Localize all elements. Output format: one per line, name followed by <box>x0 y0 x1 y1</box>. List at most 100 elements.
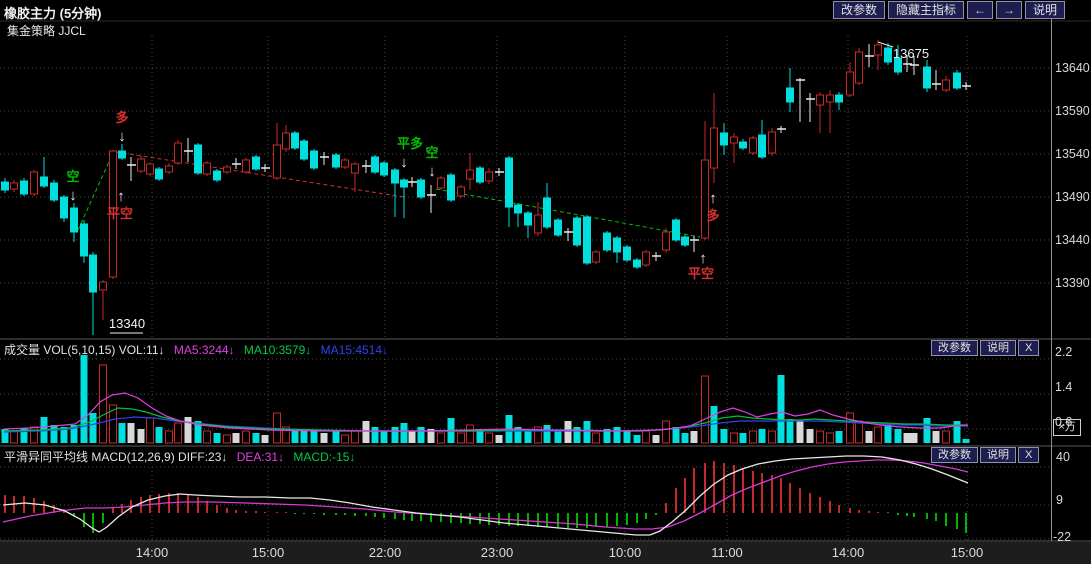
volume-bar-down <box>417 427 425 443</box>
change-params-button[interactable]: 改参数 <box>833 1 886 19</box>
macd-help-button[interactable]: 说明 <box>980 447 1016 463</box>
bullish-candle <box>466 169 474 180</box>
volume-bar-down <box>371 427 379 443</box>
volume-change-params-button[interactable]: 改参数 <box>931 340 978 356</box>
volume-bar-doji <box>495 435 503 443</box>
volume-bar-up <box>826 432 834 444</box>
volume-bar-down <box>953 421 961 443</box>
volume-bar-doji <box>652 435 660 443</box>
volume-bar-doji <box>184 417 192 443</box>
volume-bar-down <box>672 427 680 443</box>
volume-panel-buttons: 改参数 说明 X <box>931 340 1040 356</box>
bearish-candle <box>613 237 621 253</box>
volume-help-button[interactable]: 说明 <box>980 340 1016 356</box>
bullish-candle <box>146 163 154 175</box>
trade-signal-label: 多 <box>706 208 719 223</box>
bullish-candle <box>730 136 738 144</box>
volume-bar-down <box>213 433 221 443</box>
help-button[interactable]: 说明 <box>1025 1 1066 19</box>
bullish-candle <box>351 163 359 174</box>
macd-indicator-values: 平滑异同平均线 MACD(12,26,9) DIFF:23↓ <box>4 450 228 464</box>
volume-bar-up <box>146 417 154 444</box>
bullish-candle <box>99 281 107 291</box>
volume-bar-down <box>155 427 163 443</box>
time-label: 15:00 <box>950 545 984 560</box>
volume-bar-up <box>816 430 824 444</box>
volume-bar-up <box>768 430 776 444</box>
bearish-candle <box>514 204 522 214</box>
volume-bar-doji <box>796 421 804 443</box>
volume-bar-doji <box>932 431 940 443</box>
trade-arrow-mark: ↓ <box>400 154 408 171</box>
volume-bar-down <box>400 423 408 443</box>
volume-bar-doji <box>806 429 814 443</box>
bullish-candle <box>749 137 757 154</box>
bearish-candle <box>417 179 425 198</box>
volume-bar-up <box>341 434 349 444</box>
bearish-candle <box>543 197 551 228</box>
strategy-trend-line <box>435 188 701 238</box>
volume-bar-down <box>923 418 931 443</box>
volume-bar-up <box>351 430 359 444</box>
volume-bar-up <box>174 422 182 444</box>
bearish-candle <box>40 176 48 187</box>
trade-arrow-mark: ↓ <box>428 163 436 180</box>
bullish-candle <box>10 182 18 190</box>
volume-bar-up <box>203 430 211 444</box>
bullish-candle <box>485 171 493 182</box>
macd-close-button[interactable]: X <box>1018 447 1040 463</box>
bearish-candle <box>194 144 202 174</box>
bearish-candle <box>447 174 455 201</box>
bearish-candle <box>213 170 221 181</box>
hide-main-indicator-button[interactable]: 隐藏主指标 <box>888 1 965 19</box>
bearish-candle <box>291 132 299 149</box>
price-axis-label: 13640 <box>1055 61 1090 75</box>
bullish-candle <box>826 94 834 103</box>
bearish-candle <box>80 223 88 257</box>
volume-bar-up <box>942 430 950 444</box>
right-arrow-button[interactable]: → <box>996 1 1023 19</box>
bearish-candle <box>1 181 9 191</box>
volume-bar-down <box>1 429 9 443</box>
volume-unit-badge: ×万 <box>1053 419 1081 436</box>
volume-bar-down <box>524 429 532 443</box>
volume-bar-doji <box>137 429 145 443</box>
volume-bar-doji <box>903 433 911 443</box>
volume-bar-up <box>30 426 38 444</box>
volume-bar-up <box>165 430 173 444</box>
volume-close-button[interactable]: X <box>1018 340 1040 356</box>
volume-bar-down <box>70 425 78 443</box>
bearish-candle <box>118 150 126 159</box>
volume-bar-down <box>80 355 88 443</box>
volume-bar-doji <box>408 431 416 443</box>
trade-signal-label: 空 <box>425 145 438 160</box>
macd-change-params-button[interactable]: 改参数 <box>931 447 978 463</box>
volume-axis-label: 0.6 <box>1055 415 1073 429</box>
volume-bar-doji <box>690 431 698 443</box>
bullish-candle <box>174 142 182 164</box>
bearish-candle <box>60 196 68 219</box>
bullish-candle <box>273 144 281 179</box>
left-arrow-button[interactable]: ← <box>967 1 994 19</box>
bullish-candle <box>137 158 145 172</box>
volume-bar-down <box>962 439 970 443</box>
volume-bar-down <box>310 431 318 443</box>
bearish-candle <box>70 207 78 233</box>
volume-ma5-value: MA5:3244↓ <box>173 343 235 357</box>
bullish-candle <box>203 162 211 175</box>
volume-bar-down <box>777 375 785 443</box>
trade-arrow-mark: ↑ <box>117 188 125 205</box>
bearish-candle <box>400 179 408 188</box>
volume-bar-up <box>592 432 600 444</box>
bearish-candle <box>884 47 892 63</box>
bearish-candle <box>835 94 843 103</box>
bearish-candle <box>524 212 532 226</box>
volume-bar-up <box>437 432 445 444</box>
volume-ma5-line <box>3 392 969 432</box>
bearish-candle <box>786 87 794 103</box>
volume-bar-up <box>730 432 738 444</box>
volume-bar-up <box>749 430 757 444</box>
bullish-candle <box>437 177 445 189</box>
bullish-candle <box>109 150 117 278</box>
